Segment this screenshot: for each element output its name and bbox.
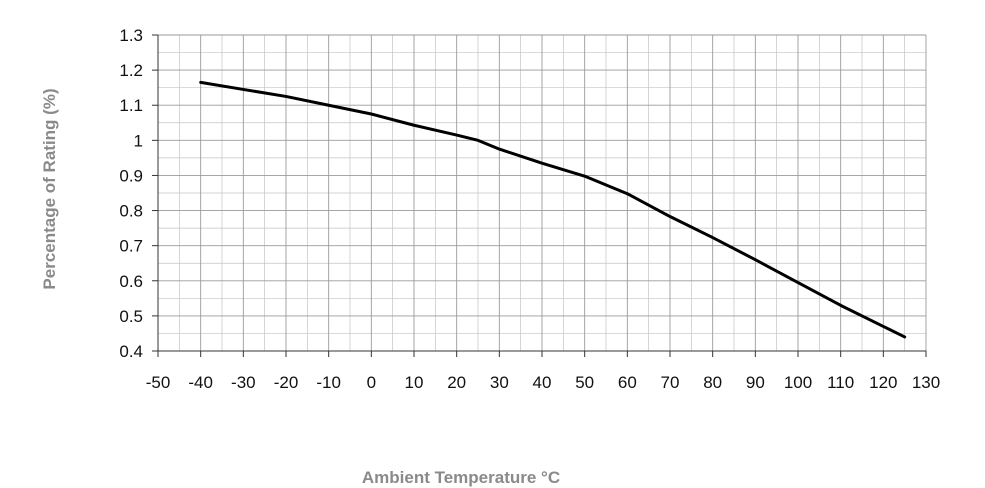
x-tick-label: 70	[661, 373, 680, 392]
x-tick-label: 20	[447, 373, 466, 392]
y-tick-labels: 0.4 0.5 0.6 0.7 0.8 0.9 1 1.1 1.2 1.3	[119, 26, 143, 361]
series-layer	[199, 80, 907, 339]
x-tick-label: 60	[618, 373, 637, 392]
x-tick-label: -10	[316, 373, 341, 392]
y-tick-label: 0.6	[119, 272, 143, 291]
x-tick-label: 30	[490, 373, 509, 392]
y-tick-label: 1.1	[119, 96, 143, 115]
y-tick-label: 0.8	[119, 202, 143, 221]
y-tick-label: 0.9	[119, 166, 143, 185]
y-tick-label: 1.3	[119, 26, 143, 45]
x-tick-label: 90	[746, 373, 765, 392]
x-tick-label: -20	[274, 373, 299, 392]
x-tick-label: -40	[188, 373, 213, 392]
x-tick-label: 0	[367, 373, 376, 392]
x-tick-label: 40	[533, 373, 552, 392]
x-tick-label: 120	[869, 373, 897, 392]
x-tick-labels: -50 -40 -30 -20 -10 0 10 20 30 40 50 60 70 80 90 100 110…	[146, 373, 940, 392]
y-tick-label: 0.4	[119, 342, 143, 361]
x-tick-label: 10	[405, 373, 424, 392]
x-tick-label: 50	[575, 373, 594, 392]
y-tick-label: 0.5	[119, 307, 143, 326]
axes	[152, 34, 927, 357]
x-tick-label: 80	[703, 373, 722, 392]
x-tick-label: -30	[231, 373, 256, 392]
y-axis-title: Percentage of Rating (%)	[40, 88, 59, 289]
y-tick-label: 1	[134, 131, 143, 150]
x-tick-label: 100	[784, 373, 812, 392]
x-axis-title: Ambient Temperature °C	[362, 468, 560, 487]
y-tick-label: 1.2	[119, 61, 143, 80]
y-tick-label: 0.7	[119, 237, 143, 256]
x-tick-label: 110	[827, 373, 854, 392]
derating-curve	[199, 80, 907, 339]
x-tick-label: -50	[146, 373, 171, 392]
x-tick-label: 130	[912, 373, 940, 392]
